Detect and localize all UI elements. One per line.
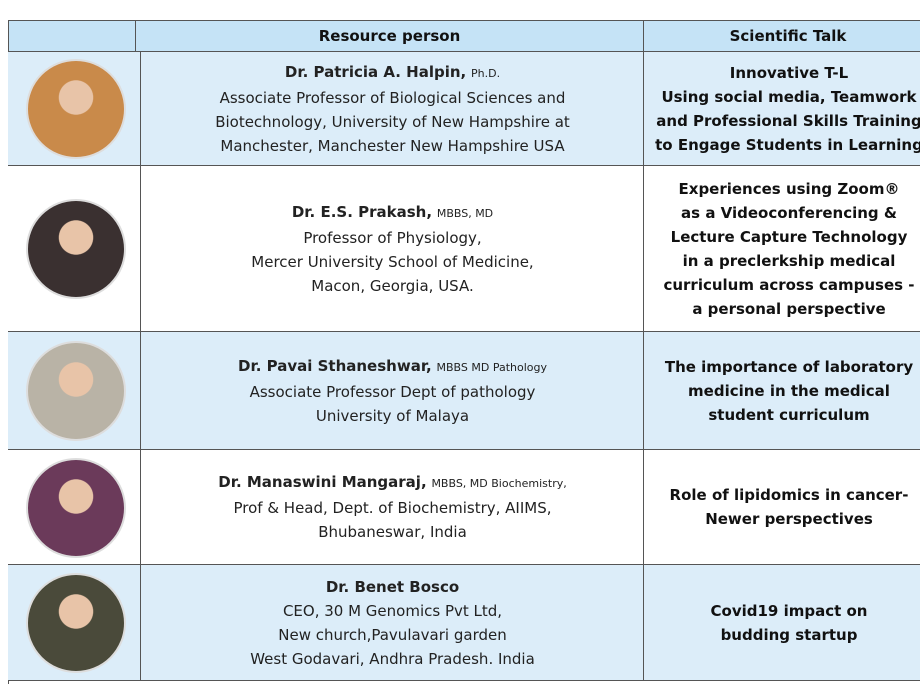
photo	[26, 341, 126, 441]
talk-line: Role of lipidomics in cancer-	[669, 486, 909, 504]
talk-line: Using social media, Teamwork	[661, 87, 917, 106]
table-row: Dr. E.S. Prakash, MBBS, MD Professor of P…	[8, 166, 920, 332]
detail-line: Professor of Physiology,	[303, 228, 482, 247]
name-line: Dr. E.S. Prakash, MBBS, MD	[292, 200, 493, 226]
talk-line: Experiences using Zoom®	[678, 179, 900, 198]
photo	[26, 573, 126, 673]
table-row: Dr. Patricia A. Halpin, Ph.D. Associate P…	[8, 52, 920, 166]
talk-line: Newer perspectives	[705, 510, 873, 528]
talk-line: as a Videoconferencing &	[681, 203, 897, 222]
name-line: Dr. Pavai Sthaneshwar, MBBS MD Pathology	[238, 354, 547, 380]
scientific-talk: The importance of laboratory medicine in …	[643, 332, 920, 449]
table-row: Dr. Manaswini Mangaraj, MBBS, MD Biochem…	[8, 450, 920, 565]
resource-person: Dr. Manaswini Mangaraj, MBBS, MD Biochem…	[140, 450, 644, 564]
photo	[26, 457, 126, 558]
table-row: Dr. Pavai Sthaneshwar, MBBS MD Pathology…	[8, 332, 920, 450]
scientific-talk: Covid19 impact on budding startup	[643, 565, 920, 680]
talk-line: curriculum across campuses -	[663, 275, 915, 294]
talk-line: medicine in the medical	[688, 381, 890, 400]
resource-person: Dr. E.S. Prakash, MBBS, MD Professor of P…	[140, 166, 644, 331]
header-blank	[8, 20, 136, 52]
talk-line: in a preclerkship medical	[682, 251, 896, 270]
resource-person: Dr. Pavai Sthaneshwar, MBBS MD Pathology…	[140, 332, 644, 449]
detail-line: Associate Professor of Biological Scienc…	[219, 88, 566, 107]
talk-line: a personal perspective	[692, 299, 886, 318]
name-line: Dr. Benet Bosco	[326, 575, 459, 599]
person-name: Dr. Benet Bosco	[325, 577, 460, 596]
detail-line: West Godavari, Andhra Pradesh. India	[250, 649, 535, 668]
name-line: Dr. Manaswini Mangaraj, MBBS, MD Biochem…	[218, 470, 566, 496]
top-band	[0, 0, 920, 20]
header-cell: Scientific Talk	[643, 20, 920, 52]
detail-line: Associate Professor Dept of pathology	[249, 382, 536, 401]
detail-line: CEO, 30 M Genomics Pvt Ltd,	[282, 601, 503, 620]
photo	[26, 199, 126, 299]
talk-line: Lecture Capture Technology	[670, 227, 908, 246]
talk-line: The importance of laboratory	[664, 357, 914, 376]
talk-line: student curriculum	[708, 405, 870, 424]
detail-line: Prof & Head, Dept. of Biochemistry, AIIM…	[233, 499, 552, 517]
talk-line: Innovative T-L	[729, 63, 849, 82]
name-line: Dr. Patricia A. Halpin, Ph.D.	[285, 60, 500, 86]
detail-line: New church,Pavulavari garden	[278, 625, 507, 644]
talk-line: Covid19 impact on	[710, 601, 868, 620]
credentials: MBBS MD Pathology	[436, 360, 548, 374]
photo	[26, 59, 126, 159]
detail-line: Biotechnology, University of New Hampshi…	[215, 112, 570, 131]
person-name: Dr. E.S. Prakash,	[291, 202, 433, 221]
scientific-talk: Role of lipidomics in cancer- Newer persp…	[643, 450, 920, 564]
person-name: Dr. Patricia A. Halpin,	[284, 62, 467, 81]
detail-line: Bhubaneswar, India	[318, 523, 467, 541]
resource-person: Dr. Benet Bosco CEO, 30 M Genomics Pvt Lt…	[140, 565, 644, 680]
person-name: Dr. Pavai Sthaneshwar,	[238, 356, 432, 375]
person-name: Dr. Manaswini Mangaraj,	[218, 473, 427, 491]
credentials: Ph.D.	[471, 66, 501, 80]
credentials: MBBS, MD	[436, 206, 494, 220]
header-cell: Resource person	[135, 20, 644, 52]
talk-line: to Engage Students in Learning	[655, 135, 920, 154]
talk-line: budding startup	[720, 625, 858, 644]
scientific-talk: Experiences using Zoom® as a Videoconfere…	[643, 166, 920, 331]
detail-line: University of Malaya	[315, 406, 470, 425]
credentials: MBBS, MD Biochemistry,	[431, 477, 567, 490]
detail-line: Mercer University School of Medicine,	[251, 252, 534, 271]
table-row: Dr. Benet Bosco CEO, 30 M Genomics Pvt Lt…	[8, 565, 920, 681]
talk-line: and Professional Skills Training	[656, 111, 920, 130]
detail-line: Manchester, Manchester New Hampshire USA	[220, 136, 565, 155]
resource-person: Dr. Patricia A. Halpin, Ph.D. Associate P…	[140, 52, 644, 165]
detail-line: Macon, Georgia, USA.	[311, 276, 474, 295]
scientific-talk: Innovative T-L Using social media, Teamwo…	[643, 52, 920, 165]
